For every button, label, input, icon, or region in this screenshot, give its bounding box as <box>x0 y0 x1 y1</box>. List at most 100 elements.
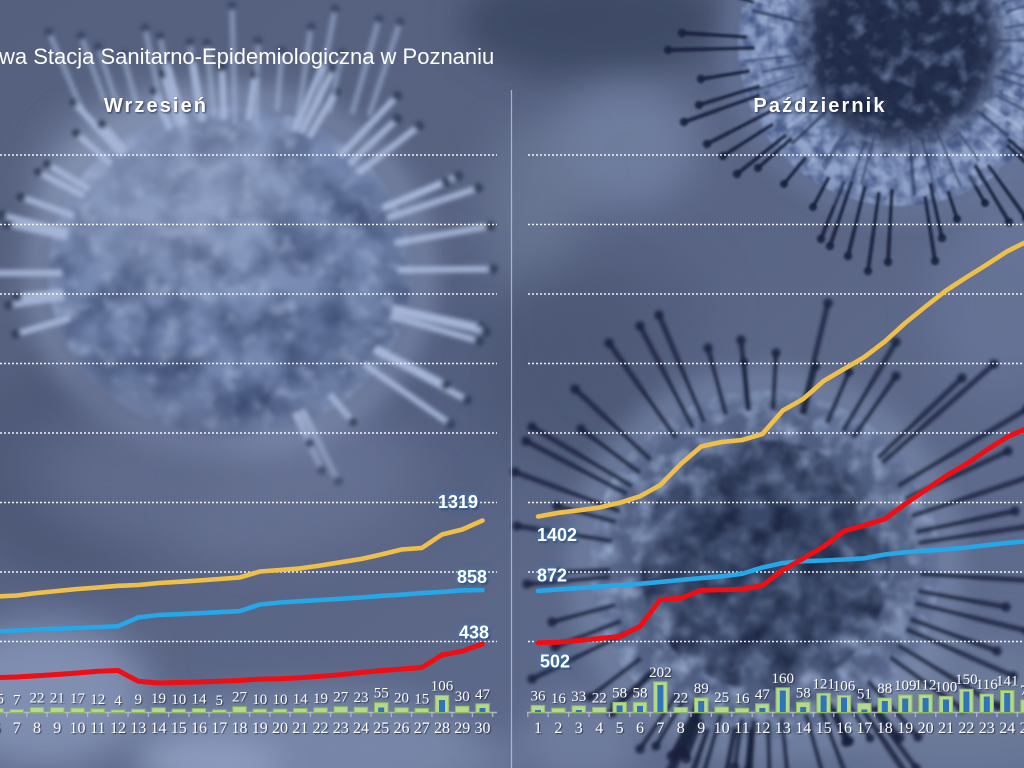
svg-text:28: 28 <box>434 720 450 737</box>
svg-text:19: 19 <box>151 691 166 707</box>
svg-text:25: 25 <box>714 690 729 706</box>
svg-text:858: 858 <box>457 567 487 587</box>
svg-text:12: 12 <box>110 720 126 737</box>
svg-text:121: 121 <box>812 676 835 692</box>
svg-text:33: 33 <box>571 689 586 705</box>
svg-text:13: 13 <box>775 720 791 737</box>
svg-text:10: 10 <box>70 720 86 737</box>
svg-text:20: 20 <box>918 720 934 737</box>
svg-text:20: 20 <box>394 691 409 707</box>
svg-text:6: 6 <box>636 720 644 737</box>
svg-text:7: 7 <box>13 720 21 737</box>
svg-text:10: 10 <box>171 692 186 708</box>
svg-text:16: 16 <box>551 691 567 707</box>
svg-text:8: 8 <box>677 720 685 737</box>
svg-text:5: 5 <box>215 693 223 709</box>
svg-text:502: 502 <box>540 652 570 672</box>
svg-text:51: 51 <box>857 686 872 702</box>
svg-text:29: 29 <box>454 720 470 737</box>
svg-text:20: 20 <box>272 720 288 737</box>
svg-text:9: 9 <box>53 720 61 737</box>
svg-text:30: 30 <box>475 720 491 737</box>
svg-text:19: 19 <box>252 720 268 737</box>
svg-text:150: 150 <box>955 672 978 688</box>
svg-text:58: 58 <box>796 685 811 701</box>
svg-text:9: 9 <box>134 692 142 708</box>
svg-text:106: 106 <box>431 678 454 694</box>
svg-text:36: 36 <box>531 688 547 704</box>
svg-text:202: 202 <box>649 665 672 681</box>
svg-text:116: 116 <box>976 677 998 693</box>
svg-text:2: 2 <box>554 720 562 737</box>
svg-text:19: 19 <box>313 691 328 707</box>
svg-text:11: 11 <box>90 720 105 737</box>
svg-text:Wrzesień: Wrzesień <box>104 95 208 117</box>
svg-text:5: 5 <box>616 720 624 737</box>
svg-text:58: 58 <box>633 685 648 701</box>
svg-text:16: 16 <box>735 691 751 707</box>
svg-text:88: 88 <box>877 681 892 697</box>
svg-text:15: 15 <box>414 691 429 707</box>
svg-text:17: 17 <box>70 691 86 707</box>
svg-text:24: 24 <box>999 720 1015 737</box>
svg-text:6: 6 <box>0 720 1 737</box>
svg-text:872: 872 <box>537 566 567 586</box>
svg-text:wa Stacja Sanitarno-Epidemiolo: wa Stacja Sanitarno-Epidemiologiczna w P… <box>0 44 494 69</box>
svg-text:18: 18 <box>232 720 248 737</box>
svg-text:438: 438 <box>459 623 489 643</box>
svg-text:16: 16 <box>836 720 852 737</box>
svg-text:58: 58 <box>612 685 627 701</box>
svg-text:10: 10 <box>714 720 730 737</box>
svg-text:47: 47 <box>755 687 771 703</box>
svg-text:26: 26 <box>394 720 410 737</box>
svg-text:22: 22 <box>592 690 607 706</box>
svg-text:55: 55 <box>374 686 389 702</box>
svg-text:22: 22 <box>30 690 45 706</box>
svg-text:18: 18 <box>877 720 893 737</box>
svg-text:7: 7 <box>13 693 21 709</box>
svg-text:21: 21 <box>938 720 954 737</box>
svg-text:Październik: Październik <box>753 95 886 117</box>
svg-text:11: 11 <box>734 720 749 737</box>
svg-text:23: 23 <box>979 720 995 737</box>
svg-text:112: 112 <box>915 678 937 694</box>
svg-text:15: 15 <box>816 720 832 737</box>
svg-text:27: 27 <box>232 690 248 706</box>
svg-text:17: 17 <box>856 720 872 737</box>
svg-text:21: 21 <box>50 691 65 707</box>
svg-text:3: 3 <box>575 720 583 737</box>
svg-text:27: 27 <box>333 690 349 706</box>
svg-text:30: 30 <box>455 689 470 705</box>
svg-text:21: 21 <box>292 720 308 737</box>
svg-text:4: 4 <box>114 693 122 709</box>
svg-text:160: 160 <box>772 671 795 687</box>
svg-text:15: 15 <box>171 720 187 737</box>
svg-text:14: 14 <box>192 692 208 708</box>
svg-text:1402: 1402 <box>537 525 577 545</box>
svg-text:22: 22 <box>958 720 974 737</box>
svg-text:25: 25 <box>1020 720 1024 737</box>
svg-text:23: 23 <box>333 720 349 737</box>
svg-text:15: 15 <box>0 691 4 707</box>
svg-text:12: 12 <box>754 720 770 737</box>
svg-text:1: 1 <box>534 720 542 737</box>
svg-text:1319: 1319 <box>438 492 478 512</box>
svg-text:25: 25 <box>373 720 389 737</box>
svg-text:47: 47 <box>475 687 491 703</box>
svg-text:24: 24 <box>353 720 369 737</box>
svg-text:9: 9 <box>697 720 705 737</box>
svg-text:17: 17 <box>211 720 227 737</box>
svg-text:22: 22 <box>313 720 329 737</box>
svg-text:10: 10 <box>273 692 288 708</box>
svg-text:4: 4 <box>595 720 603 737</box>
svg-text:23: 23 <box>354 690 369 706</box>
svg-text:141: 141 <box>996 674 1019 690</box>
svg-text:109: 109 <box>894 678 917 694</box>
svg-text:16: 16 <box>191 720 207 737</box>
svg-text:7: 7 <box>656 720 664 737</box>
svg-text:89: 89 <box>694 681 709 697</box>
svg-text:10: 10 <box>252 692 267 708</box>
svg-text:8: 8 <box>33 720 41 737</box>
svg-text:13: 13 <box>130 720 146 737</box>
svg-text:19: 19 <box>897 720 913 737</box>
